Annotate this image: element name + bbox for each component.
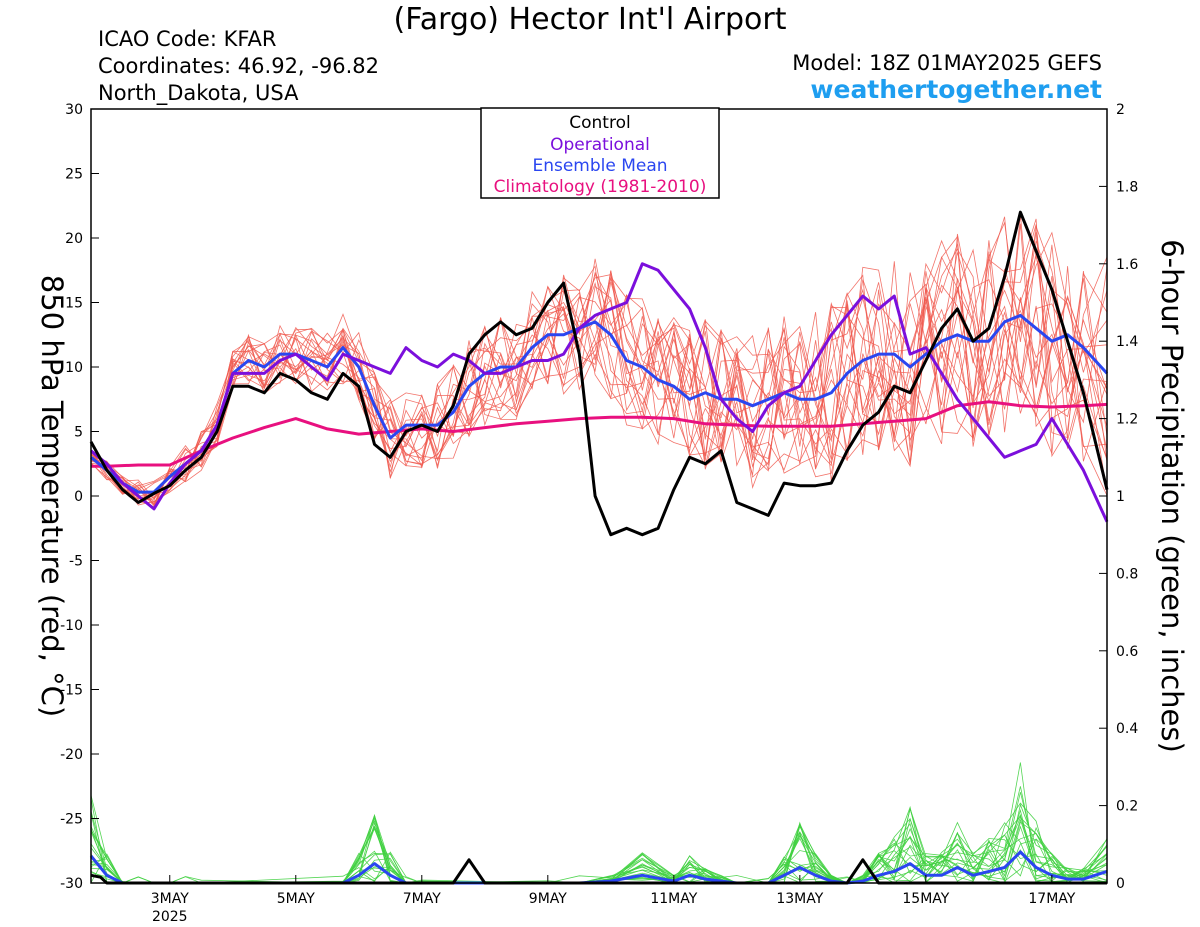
y-right-tick-label: 1.2 <box>1116 412 1138 428</box>
x-tick-label: 5MAY <box>277 891 315 907</box>
region: North_Dakota, USA <box>98 81 299 105</box>
ensemble-member-temp <box>90 231 1108 503</box>
series-layer <box>89 210 1109 885</box>
x-tick-year: 2025 <box>152 909 188 925</box>
ensemble-member-temp <box>90 248 1108 507</box>
chart-title: (Fargo) Hector Int'l Airport <box>393 2 787 37</box>
legend-operational: Operational <box>550 135 650 155</box>
y-left-tick-label: -5 <box>69 554 83 570</box>
y-left-tick-label: 30 <box>65 102 83 118</box>
icao-code: ICAO Code: KFAR <box>98 27 277 51</box>
y-axis-left-label: 850 hPa Temperature (red, °C) <box>35 275 69 717</box>
ensemble-member-precip <box>90 821 1108 884</box>
x-tick-label: 9MAY <box>529 891 567 907</box>
axis-ticks: 302520151050-5-10-15-20-25-3021.81.61.41… <box>60 102 1138 925</box>
y-left-tick-label: -20 <box>60 747 83 763</box>
legend-box: Control Operational Ensemble Mean Climat… <box>480 107 720 199</box>
ensemble-member-temp <box>90 266 1108 497</box>
y-right-tick-label: 0.4 <box>1116 721 1138 737</box>
model-run: Model: 18Z 01MAY2025 GEFS <box>792 51 1102 75</box>
x-tick-label: 7MAY <box>403 891 441 907</box>
y-right-tick-label: 0 <box>1116 876 1125 892</box>
ensemble-member-precip <box>90 807 1108 884</box>
y-right-tick-label: 0.2 <box>1116 799 1138 815</box>
ensemble-member-temp <box>90 223 1108 493</box>
y-left-tick-label: 20 <box>65 231 83 247</box>
y-right-tick-label: 2 <box>1116 102 1125 118</box>
series-control-temp <box>89 210 1109 537</box>
ensemble-member-temp <box>90 216 1108 505</box>
y-left-tick-label: 25 <box>65 167 83 183</box>
y-axis-right-label: 6-hour Precipitation (green, inches) <box>1155 239 1189 753</box>
legend-ensemble-mean: Ensemble Mean <box>532 156 667 176</box>
coordinates: Coordinates: 46.92, -96.82 <box>98 54 379 78</box>
y-left-tick-label: 15 <box>65 296 83 312</box>
y-right-tick-label: 0.8 <box>1116 566 1138 582</box>
ensemble-member-temp <box>90 277 1108 500</box>
y-right-tick-label: 1.6 <box>1116 257 1138 273</box>
y-left-tick-label: -25 <box>60 812 83 828</box>
y-left-tick-label: 5 <box>74 425 83 441</box>
series-climatology-1981-2010-temp <box>91 400 1108 468</box>
y-right-tick-label: 1.4 <box>1116 334 1138 350</box>
y-right-tick-label: 1 <box>1116 489 1125 505</box>
y-left-tick-label: -30 <box>60 876 83 892</box>
x-tick-label: 3MAY <box>151 891 189 907</box>
legend-control: Control <box>569 113 630 133</box>
y-left-tick-label: 10 <box>65 360 83 376</box>
y-left-tick-label: -10 <box>60 618 83 634</box>
legend-climatology: Climatology (1981-2010) <box>494 177 707 197</box>
y-left-tick-label: 0 <box>74 489 83 505</box>
y-left-tick-label: -15 <box>60 683 83 699</box>
x-tick-label: 11MAY <box>650 891 697 907</box>
plot-frame <box>90 108 1108 884</box>
ensemble-member-temp <box>90 249 1108 508</box>
x-tick-label: 15MAY <box>902 891 949 907</box>
x-tick-label: 13MAY <box>776 891 823 907</box>
y-right-tick-label: 1.8 <box>1116 179 1138 195</box>
site-link[interactable]: weathertogether.net <box>810 75 1102 104</box>
x-tick-label: 17MAY <box>1028 891 1075 907</box>
ensemble-member-temp <box>90 244 1108 496</box>
y-right-tick-label: 0.6 <box>1116 644 1138 660</box>
series-operational-temp <box>90 262 1109 523</box>
